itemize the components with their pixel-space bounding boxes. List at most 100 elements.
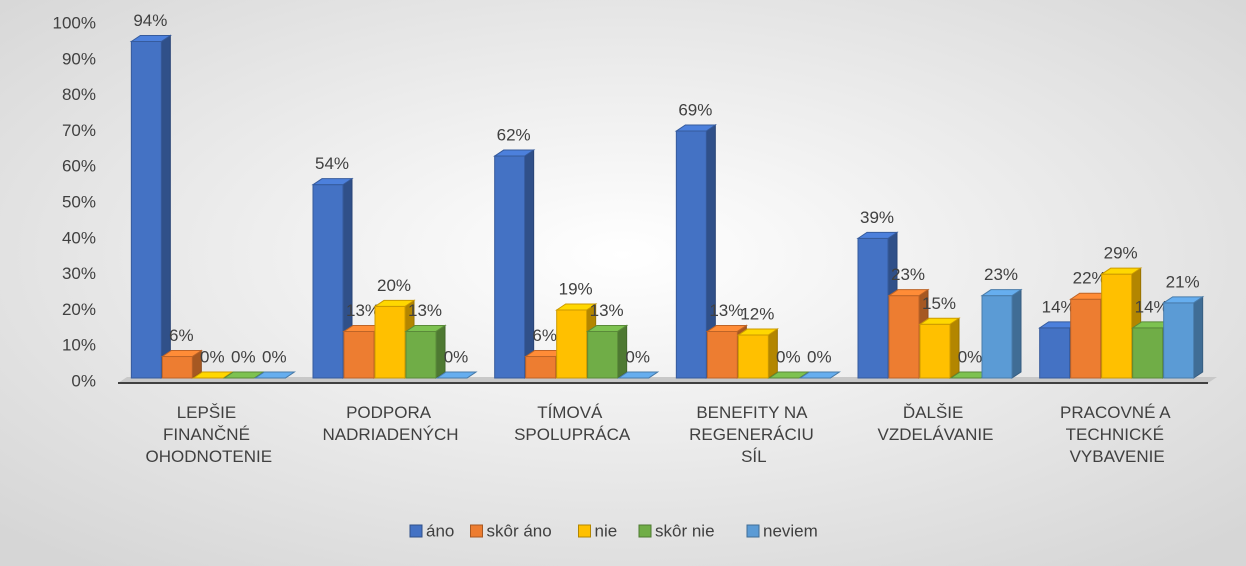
bar-top <box>705 324 748 332</box>
bar-top <box>617 371 660 379</box>
data-label: 22% <box>1073 269 1107 288</box>
data-label: 0% <box>262 347 287 366</box>
bar-top <box>160 350 203 358</box>
y-tick-label: 60% <box>62 157 96 176</box>
bar-front <box>405 330 437 379</box>
bar-top <box>980 289 1023 297</box>
bar-top <box>918 317 961 325</box>
bar-front <box>1039 327 1071 379</box>
data-label: 6% <box>169 326 194 345</box>
bar-front <box>525 356 557 379</box>
data-label: 54% <box>315 154 349 173</box>
y-tick-label: 50% <box>62 192 96 211</box>
data-label: 20% <box>377 276 411 295</box>
data-label: 13% <box>408 301 442 320</box>
bar <box>617 371 660 379</box>
data-label: 29% <box>1104 244 1138 263</box>
bar-top <box>373 299 416 307</box>
bar-side <box>1193 295 1204 379</box>
bar-front <box>981 295 1013 379</box>
x-tick-label: PODPORA NADRIADENÝCH <box>322 403 458 444</box>
data-label: 13% <box>709 301 743 320</box>
bar-front <box>1163 302 1195 379</box>
data-label: 0% <box>200 347 225 366</box>
data-label: 19% <box>559 279 593 298</box>
legend-swatch <box>578 524 591 538</box>
data-label: 13% <box>590 301 624 320</box>
y-tick-label: 80% <box>62 85 96 104</box>
bar <box>887 288 930 379</box>
bar-front <box>1101 273 1133 379</box>
legend-swatch <box>746 524 760 538</box>
bar-top <box>191 371 234 379</box>
bar-top <box>798 371 841 379</box>
x-tick-label: TÍMOVÁ SPOLUPRÁCA <box>514 403 631 444</box>
y-tick-label: 30% <box>62 264 96 283</box>
y-tick-label: 100% <box>53 13 96 32</box>
data-label: 14% <box>1135 297 1169 316</box>
bar-front <box>161 356 193 379</box>
y-tick-label: 20% <box>62 300 96 319</box>
data-label: 0% <box>776 347 801 366</box>
data-label: 0% <box>958 347 983 366</box>
legend-label: nie <box>595 521 618 540</box>
bar <box>160 349 203 379</box>
bar <box>980 288 1023 379</box>
data-label: 12% <box>740 305 774 324</box>
bar-top <box>222 371 265 379</box>
bar-top <box>129 34 172 42</box>
bar <box>674 124 717 379</box>
bar <box>222 371 265 379</box>
bar <box>918 317 961 379</box>
bar-top <box>1162 296 1205 304</box>
bar <box>493 149 536 379</box>
bar <box>311 177 354 379</box>
y-tick-label: 0% <box>71 371 96 390</box>
bar <box>736 328 779 379</box>
bar-front <box>343 330 375 379</box>
data-label: 23% <box>984 265 1018 284</box>
legend-label: neviem <box>763 521 818 540</box>
y-tick-label: 10% <box>62 336 96 355</box>
bar <box>435 371 478 379</box>
bar <box>191 371 234 379</box>
y-tick-label: 40% <box>62 228 96 247</box>
bar-front <box>556 309 588 379</box>
data-label: 13% <box>346 301 380 320</box>
bar-top <box>674 124 717 132</box>
bar-front <box>130 40 162 379</box>
legend-swatch <box>470 524 483 538</box>
data-label: 21% <box>1166 272 1200 291</box>
bar <box>404 324 447 379</box>
bar-top <box>887 289 930 297</box>
bar-front <box>888 295 920 379</box>
bar-side <box>1011 288 1022 379</box>
data-label: 15% <box>922 294 956 313</box>
x-tick-label: LEPŠIE FINANČNÉ OHODNOTENIE <box>146 403 273 466</box>
bar-top <box>555 303 598 311</box>
data-label: 62% <box>497 126 531 145</box>
bar <box>586 324 629 379</box>
bar-front <box>857 237 889 379</box>
bar-front <box>374 305 406 379</box>
data-label: 0% <box>444 347 469 366</box>
bar <box>1100 267 1143 379</box>
x-tick-label: BENEFITY NA REGENERÁCIU SÍL <box>689 403 818 466</box>
bar-front <box>1132 327 1164 379</box>
bar-top <box>435 371 478 379</box>
bar-top <box>404 324 447 332</box>
bar-front <box>587 330 619 379</box>
bar-front <box>737 334 769 379</box>
bar <box>767 371 810 379</box>
bar-front <box>312 184 344 379</box>
data-label: 39% <box>860 208 894 227</box>
data-label: 0% <box>807 347 832 366</box>
x-tick-label: PRACOVNÉ A TECHNICKÉ VYBAVENIE <box>1060 403 1174 466</box>
bar <box>1162 295 1205 379</box>
bar-top <box>1100 267 1143 275</box>
bar-top <box>856 231 899 239</box>
bar-top <box>493 149 536 157</box>
data-label: 0% <box>231 347 256 366</box>
